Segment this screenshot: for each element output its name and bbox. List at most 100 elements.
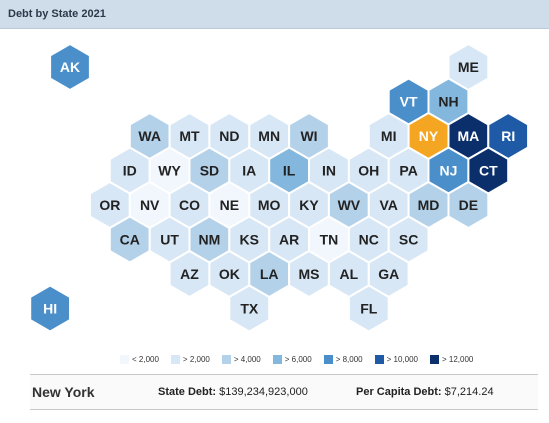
state-label: TN [320,232,339,248]
legend-label: > 6,000 [284,354,312,364]
state-hex-nd[interactable]: ND [208,111,251,161]
state-hex-va[interactable]: VA [367,180,410,230]
state-hex-shape[interactable] [29,284,71,333]
legend-item: > 12,000 [429,354,474,364]
state-hex-az[interactable]: AZ [168,249,211,299]
state-label: SD [200,163,219,179]
state-label: AK [60,59,80,75]
state-label: UT [160,232,179,248]
state-hex-nm[interactable]: NM [188,215,231,264]
state-label: AZ [180,266,199,282]
state-hex-shape[interactable] [49,42,91,92]
state-label: FL [360,301,378,317]
state-hex-shape[interactable] [228,284,271,333]
state-label: ID [123,163,137,179]
state-label: MN [258,128,280,144]
legend-swatch [221,354,231,364]
state-hex-mn[interactable]: MN [248,111,291,161]
state-label: PA [399,163,417,179]
state-label: OR [99,197,120,213]
state-hex-sc[interactable]: SC [387,215,430,264]
legend-label: > 12,000 [441,354,474,364]
legend-swatch [272,354,282,364]
state-hex-ne[interactable]: NE [208,180,251,230]
state-label: WA [138,128,161,144]
state-label: RI [501,128,515,144]
state-hex-ny[interactable]: NY [407,111,450,161]
state-label: IN [322,163,336,179]
info-bar: New York State Debt: $139,234,923,000 Pe… [30,374,538,410]
state-label: MO [258,197,281,213]
legend-label: > 4,000 [233,354,261,364]
chart-title: Debt by State 2021 [8,8,106,20]
state-label: LA [260,266,279,282]
state-hex-wv[interactable]: WV [327,180,370,230]
state-label: ME [458,59,479,75]
state-label: CO [179,197,200,213]
state-label: MT [179,128,200,144]
per-capita-debt: Per Capita Debt: $7,214.24 [356,386,494,398]
state-label: KY [299,197,319,213]
legend-swatch [374,354,384,364]
state-hex-fl[interactable]: FL [347,284,390,333]
legend: < 2,000 > 2,000 > 4,000 > 6,000 > 8,000 > 10,… [120,353,485,365]
legend-label: > 2,000 [182,354,210,364]
legend-swatch [170,354,180,364]
legend-label: < 2,000 [132,354,159,364]
state-label: WV [338,197,361,213]
per-capita-value: $7,214.24 [444,386,494,398]
legend-item: > 10,000 [374,354,418,364]
state-hex-ms[interactable]: MS [288,249,330,299]
state-hex-ga[interactable]: GA [367,249,410,299]
state-hex-ak[interactable]: AK [49,42,91,92]
state-hex-md[interactable]: MD [407,180,450,230]
state-label: AL [340,266,359,282]
per-capita-label: Per Capita Debt: [356,386,442,398]
state-label: TX [240,301,259,317]
state-hex-la[interactable]: LA [248,249,291,299]
state-label: NY [419,128,439,144]
legend-label: > 10,000 [386,354,418,364]
state-label: IL [283,163,296,179]
state-hex-shape[interactable] [347,284,390,333]
state-label: VT [400,94,418,110]
state-label: SC [399,232,418,248]
state-label: OH [358,163,379,179]
state-label: KS [240,232,259,248]
state-label: OK [219,266,240,282]
state-label: HI [43,301,57,317]
state-label: IA [242,163,256,179]
legend-item: > 2,000 [170,354,210,364]
state-label: CT [479,163,498,179]
state-label: GA [378,266,399,282]
state-label: VA [379,197,397,213]
state-label: NM [199,232,221,248]
state-hex-tx[interactable]: TX [228,284,271,333]
state-label: NC [359,232,379,248]
title-bar: Debt by State 2021 [0,0,549,29]
state-hex-shape[interactable] [447,180,490,230]
state-label: WI [300,128,317,144]
legend-item: > 4,000 [221,354,261,364]
state-label: MA [457,128,479,144]
state-label: NV [140,197,160,213]
state-label: WY [158,163,181,179]
state-hex-ca[interactable]: CA [108,215,151,264]
hex-map: AK ME VT NH WA MT ND MN WI MI NY MA RI ID WY SD IA IL IN OH… [29,42,530,333]
state-hex-nh[interactable]: NH [427,77,470,126]
state-label: MI [381,128,397,144]
state-label: NE [220,197,239,213]
state-debt: State Debt: $139,234,923,000 [158,386,308,398]
selected-state-name: New York [32,384,95,400]
legend-item: > 8,000 [323,354,363,364]
state-label: ND [219,128,239,144]
state-label: NH [438,94,458,110]
state-hex-hi[interactable]: HI [29,284,71,333]
state-hex-ut[interactable]: UT [148,215,191,264]
state-hex-ma[interactable]: MA [447,111,490,161]
state-debt-label: State Debt: [158,386,217,398]
state-hex-or[interactable]: OR [88,180,131,230]
state-label: DE [459,197,478,213]
state-hex-de[interactable]: DE [447,180,490,230]
state-hex-ct[interactable]: CT [467,146,510,195]
